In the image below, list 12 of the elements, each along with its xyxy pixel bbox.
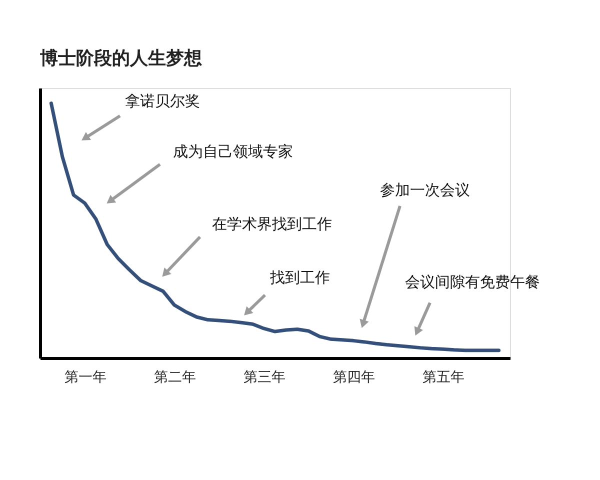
chart-title: 博士阶段的人生梦想 [39,48,202,69]
x-tick-label: 第三年 [243,370,286,386]
x-tick-label: 第一年 [64,370,106,386]
annotation: 成为自己领域专家 [173,142,293,160]
annotation: 参加一次会议 [380,181,470,200]
x-tick-label: 第五年 [422,370,464,386]
x-tick-label: 第四年 [332,370,375,386]
annotation: 会议间隙有免费午餐 [405,273,540,292]
annotation: 找到工作 [269,268,330,286]
x-tick-label: 第二年 [154,370,196,386]
annotation: 拿诺贝尔奖 [125,92,200,110]
annotation: 在学术界找到工作 [212,215,332,234]
